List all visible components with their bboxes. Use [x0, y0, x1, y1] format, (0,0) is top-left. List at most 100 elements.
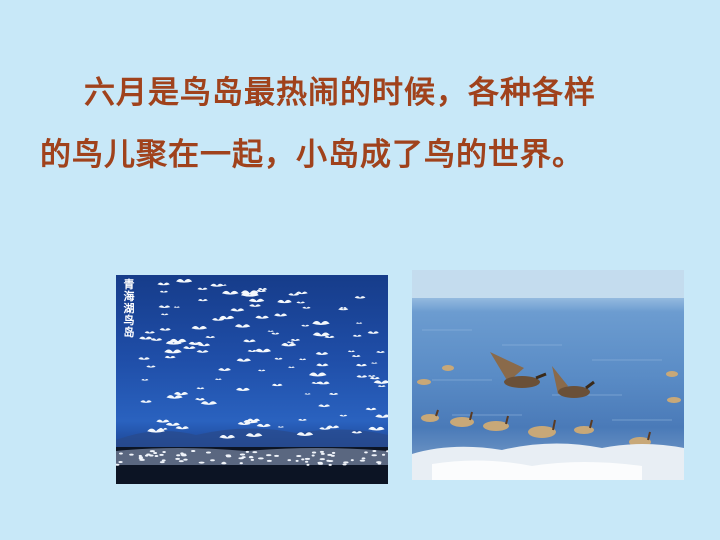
- seagull-shape: [311, 381, 321, 384]
- seagull-shape: [139, 336, 153, 340]
- seagull-shape: [197, 287, 208, 290]
- seagull-shape: [277, 299, 292, 304]
- seagull-shape: [141, 379, 149, 381]
- seagulls-illustration: [116, 279, 388, 484]
- seagull-shape: [166, 395, 183, 399]
- shore-bird-shape: [343, 461, 349, 464]
- seagull-shape: [245, 433, 263, 437]
- shore-bird-shape: [266, 459, 272, 462]
- seagull-shape: [312, 332, 330, 337]
- shore-bird-shape: [210, 459, 215, 462]
- seagull-shape: [274, 313, 288, 317]
- shore-bird-shape: [386, 450, 388, 453]
- seagull-shape: [191, 326, 208, 330]
- seagull-shape: [173, 391, 189, 396]
- shore-bird-shape: [311, 451, 317, 454]
- seagull-shape: [271, 383, 283, 387]
- seagull-shape: [371, 362, 378, 364]
- shore-bird-shape: [175, 457, 181, 460]
- seagull-shape: [246, 418, 261, 422]
- seagull-shape: [301, 324, 310, 327]
- seagull-shape: [339, 414, 348, 417]
- shore-bird-shape: [154, 455, 159, 458]
- seagull-shape: [351, 354, 361, 357]
- seagull-shape: [324, 335, 335, 339]
- seagull-shape: [196, 387, 205, 390]
- seagull-shape: [156, 419, 170, 423]
- seagull-shape: [159, 290, 169, 293]
- shore-bird-shape: [180, 452, 184, 455]
- seagull-shape: [271, 332, 280, 335]
- seagull-shape: [351, 431, 363, 434]
- seagull-shape: [158, 427, 168, 430]
- seagull-shape: [288, 293, 300, 296]
- shore-bird-shape: [287, 459, 292, 462]
- seagull-shape: [210, 283, 224, 287]
- seagull-shape: [302, 306, 311, 309]
- shore-bird-shape: [327, 459, 334, 462]
- seagull-shape: [354, 296, 366, 299]
- seagull-shape: [195, 397, 205, 401]
- seagull-shape: [365, 407, 377, 411]
- shore-bird-shape: [250, 458, 255, 461]
- seagull-shape: [150, 338, 163, 341]
- seagull-shape: [258, 369, 266, 372]
- shore-bird-shape: [205, 451, 211, 454]
- shore-bird-shape: [295, 459, 299, 462]
- seagull-shape: [256, 423, 271, 428]
- shore-bird-shape: [129, 453, 134, 456]
- seagull-shape: [317, 381, 330, 385]
- seagull-shape: [377, 385, 386, 388]
- seagull-shape: [267, 330, 274, 332]
- shore-bird-shape: [252, 451, 258, 454]
- shore-bird-shape: [149, 450, 155, 453]
- shore-bird-shape: [364, 451, 368, 454]
- seagull-shape: [296, 432, 314, 436]
- shore-bird-shape: [377, 462, 382, 465]
- seagull-shape: [214, 378, 222, 380]
- shore-bird-shape: [371, 454, 378, 457]
- seagull-shape: [257, 287, 268, 291]
- seagull-shape: [274, 357, 283, 360]
- shore-bird-shape: [116, 463, 120, 466]
- shore-bird-shape: [317, 462, 324, 465]
- shore-bird-shape: [381, 453, 386, 456]
- shore-bird-shape: [372, 450, 377, 453]
- shore-bird-shape: [162, 450, 166, 453]
- seagull-shape: [175, 426, 189, 430]
- seagull-shape: [164, 355, 176, 359]
- shore-bird-shape: [342, 463, 347, 466]
- shore-bird-shape: [266, 454, 272, 457]
- geese-illustration: [412, 270, 684, 480]
- seagull-shape: [255, 315, 269, 319]
- slide-text: 六月是鸟岛最热闹的时候，各种各样 的鸟儿聚在一起，小岛成了鸟的世界。: [40, 62, 680, 186]
- shore-bird-shape: [221, 462, 227, 465]
- seagulls-photo: 青海湖鸟岛: [116, 275, 388, 484]
- seagull-shape: [368, 426, 385, 431]
- shore-bird-shape: [178, 460, 184, 463]
- seagull-shape: [296, 301, 306, 304]
- shore-bird-shape: [359, 459, 366, 462]
- geese-photo: [412, 270, 684, 480]
- seagull-shape: [340, 307, 347, 309]
- seagull-shape: [212, 317, 225, 321]
- seagull-shape: [290, 338, 301, 342]
- seagull-shape: [376, 350, 385, 353]
- seagull-shape: [164, 349, 182, 354]
- seagull-shape: [146, 365, 156, 368]
- shore-bird-shape: [319, 458, 325, 461]
- seagull-shape: [316, 363, 329, 367]
- seagull-shape: [277, 426, 284, 428]
- seagull-shape: [140, 400, 152, 403]
- seagull-shape: [347, 350, 355, 353]
- shore-bird-shape: [350, 459, 354, 462]
- seagull-shape: [237, 422, 251, 426]
- shore-bird-shape: [306, 463, 310, 466]
- shore-bird-shape: [198, 461, 205, 464]
- shore-bird-shape: [328, 463, 332, 466]
- seagull-shape: [240, 290, 259, 295]
- seagull-shape: [219, 435, 236, 439]
- seagull-shape: [165, 422, 180, 426]
- shore-bird-shape: [149, 454, 154, 457]
- seagull-shape: [243, 339, 256, 343]
